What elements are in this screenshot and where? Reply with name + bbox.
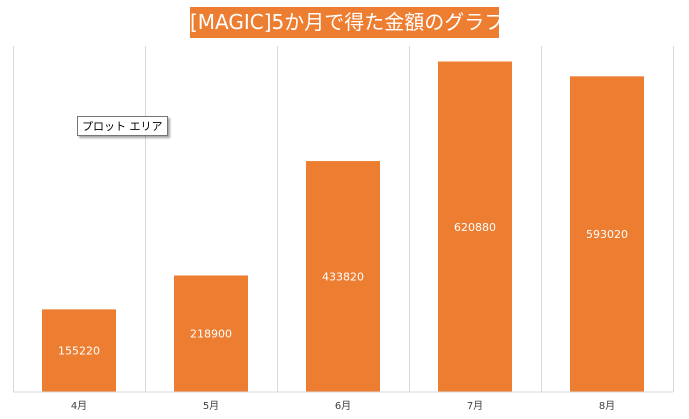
- bar-1[interactable]: [42, 309, 116, 392]
- x-tick-label-5: 8月: [599, 400, 615, 412]
- data-label-1: 155220: [58, 345, 100, 358]
- chart-title: [MAGIC]5か月で得た金額のグラフ: [190, 7, 499, 38]
- bars: [42, 61, 644, 393]
- x-tick-label-1: 4月: [71, 400, 87, 412]
- x-tick-labels: 4月 5月 6月 7月 8月: [71, 400, 615, 412]
- data-label-2: 218900: [190, 328, 232, 341]
- bar-5[interactable]: [570, 76, 644, 392]
- data-label-3: 433820: [322, 271, 364, 284]
- data-label-5: 593020: [586, 228, 628, 241]
- data-label-4: 620880: [454, 221, 496, 234]
- grid-lines: [13, 46, 674, 392]
- x-tick-label-2: 5月: [203, 400, 219, 412]
- x-tick-label-3: 6月: [335, 400, 351, 412]
- plot-area-tooltip: プロット エリア: [77, 116, 168, 136]
- data-labels: 155220 218900 433820 620880 593020: [58, 221, 628, 358]
- x-tick-label-4: 7月: [467, 400, 483, 412]
- bar-3[interactable]: [306, 161, 380, 392]
- bar-4[interactable]: [438, 61, 512, 393]
- bar-2[interactable]: [174, 275, 248, 392]
